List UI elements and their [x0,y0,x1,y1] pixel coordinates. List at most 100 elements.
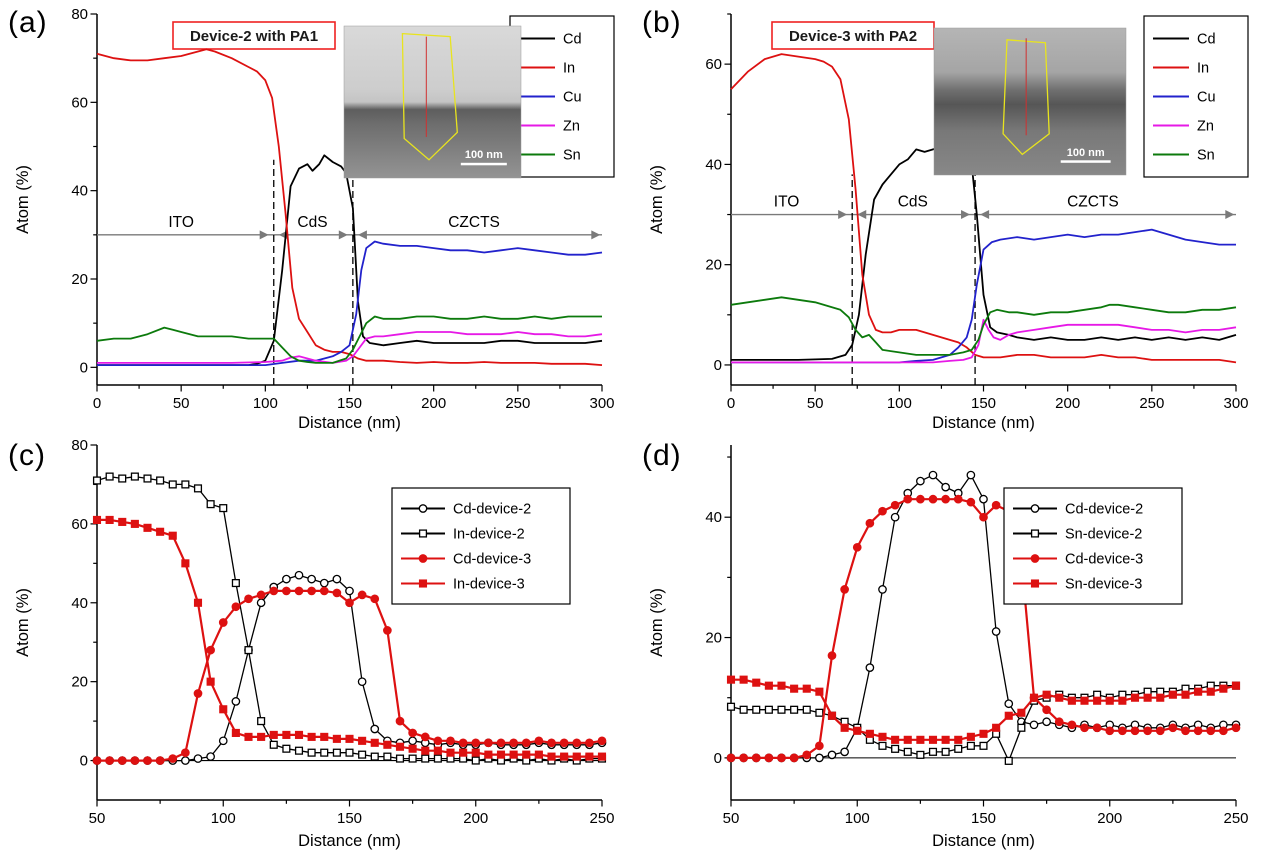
series-markers-Cd-device-3 [92,586,607,765]
chart-d-canvas: 50 100 150 200 250 0 20 40 Distance (nm) Atom (%)… [648,445,1249,850]
series-markers-In-device-3 [92,515,607,761]
tick-labels: 0 50 100 150 200 250 300 0 20 40 60 80 [71,6,614,412]
x-axis-label: Distance (nm) [298,414,401,432]
panel-tag-d: (d) [642,439,682,472]
series-line-Sn [96,315,602,364]
svg-text:60: 60 [71,516,88,533]
region-label-CZCTS: CZCTS [448,214,500,231]
legend-label-Cd-device-2: Cd-device-2 [1065,502,1143,518]
svg-text:150: 150 [971,810,996,827]
arrowhead [357,230,367,240]
svg-text:150: 150 [971,395,996,412]
svg-text:300: 300 [589,395,614,412]
series-layer [92,472,607,765]
y-axis-label: Atom (%) [648,588,666,657]
device-title-text: Device-3 with PA2 [789,28,917,45]
svg-text:200: 200 [421,395,446,412]
svg-text:80: 80 [71,437,88,454]
legend-label-In-device-2: In-device-2 [453,527,525,543]
inset-scale-bar [460,162,507,166]
svg-text:0: 0 [714,750,722,767]
svg-text:150: 150 [337,810,362,827]
svg-text:200: 200 [1097,810,1122,827]
legend-label-In: In [1197,61,1209,77]
legend-label-Zn: Zn [1197,119,1214,135]
legend-label-Cu: Cu [563,90,582,106]
legend-label-Sn: Sn [1197,148,1215,164]
legend-label-Sn-device-3: Sn-device-3 [1065,577,1142,593]
chart-b-canvas: 0 50 100 150 200 250 300 0 20 40 60 Distance (nm) At… [648,13,1249,432]
svg-text:250: 250 [589,810,614,827]
chart-(a): 0 50 100 150 200 250 300 0 20 40 60 80 Distance (nm)… [14,6,615,432]
svg-text:250: 250 [1139,395,1164,412]
legend-label-Sn-device-2: Sn-device-2 [1065,527,1142,543]
svg-text:50: 50 [89,810,106,827]
series-line-Cu [97,240,603,367]
panel-tag-c: (c) [8,439,46,472]
region-label-CdS: CdS [898,194,928,211]
arrowhead [259,230,269,240]
svg-text:250: 250 [1223,810,1248,827]
svg-text:40: 40 [705,156,722,173]
device-title-box: Device-2 with PA1 [172,21,336,50]
chart-(d): 50 100 150 200 250 0 20 40 Distance (nm) Atom (%)… [648,445,1249,850]
series-layer [730,53,1237,364]
chart-(b): 0 50 100 150 200 250 300 0 20 40 60 Distance (nm) At… [648,13,1249,432]
inset-scale-label: 100 nm [465,149,503,161]
svg-text:60: 60 [71,94,88,111]
panel-tag-a: (a) [8,6,48,39]
svg-text:0: 0 [80,359,88,376]
x-axis-label: Distance (nm) [932,414,1035,432]
svg-text:40: 40 [71,595,88,612]
arrowhead [857,210,867,220]
series-line-In [730,53,1237,364]
svg-text:80: 80 [71,6,88,23]
svg-text:20: 20 [705,630,722,647]
y-axis-label: Atom (%) [14,165,32,234]
tick-marks [724,13,1237,392]
svg-text:40: 40 [705,509,722,526]
svg-text:20: 20 [705,257,722,274]
arrowhead [591,230,601,240]
inset-scale-bar [1060,160,1111,163]
series-line-Zn [97,331,603,364]
legend-label-In-device-3: In-device-3 [453,577,525,593]
svg-text:0: 0 [727,395,735,412]
chart-c-canvas: 50 100 150 200 250 0 20 40 60 80 Distance (nm) Atom… [14,437,615,850]
device-title-box: Device-3 with PA2 [771,21,935,50]
inset-scan-area-outline [1002,39,1050,156]
chart-a-canvas: 0 50 100 150 200 250 300 0 20 40 60 80 Distance (nm)… [14,6,615,432]
tick-labels: 50 100 150 200 250 0 20 40 [705,509,1248,827]
svg-text:20: 20 [71,271,88,288]
tick-marks [724,456,1237,807]
svg-text:60: 60 [705,56,722,73]
svg-text:0: 0 [93,395,101,412]
legend-label-Cd: Cd [563,32,582,48]
legend-label-Zn: Zn [563,119,580,135]
y-axis-label: Atom (%) [648,165,666,234]
svg-text:300: 300 [1223,395,1248,412]
svg-text:250: 250 [505,395,530,412]
svg-text:100: 100 [845,810,870,827]
y-axis-label: Atom (%) [14,588,32,657]
legend-label-Sn: Sn [563,148,581,164]
panel-b: (b) 0 50 100 150 200 250 300 0 20 40 60 Distance (n… [634,0,1269,433]
tem-inset-image: 100 nm [343,25,522,179]
series-markers-Sn-device-3 [726,675,1241,744]
svg-text:100: 100 [253,395,278,412]
legend-label-Cd-device-3: Cd-device-3 [1065,552,1143,568]
arrowhead [980,210,990,220]
x-axis-label: Distance (nm) [932,832,1035,850]
svg-text:150: 150 [337,395,362,412]
tem-inset-image: 100 nm [933,27,1127,176]
legend: Cd-device-2 Sn-device-2 Cd-device-3 Sn-devi… [1003,487,1183,605]
series-markers-Cd-device-3 [726,494,1241,763]
svg-text:0: 0 [80,753,88,770]
arrowhead [338,230,348,240]
svg-text:20: 20 [71,674,88,691]
panel-c: (c) 50 100 150 200 250 0 20 40 60 80 Distance (nm)… [0,433,634,866]
panel-a: (a) 0 50 100 150 200 250 300 0 20 40 60 80 Distance … [0,0,634,433]
legend-label-Cd-device-2: Cd-device-2 [453,502,531,518]
series-layer [726,470,1241,765]
svg-text:50: 50 [173,395,190,412]
